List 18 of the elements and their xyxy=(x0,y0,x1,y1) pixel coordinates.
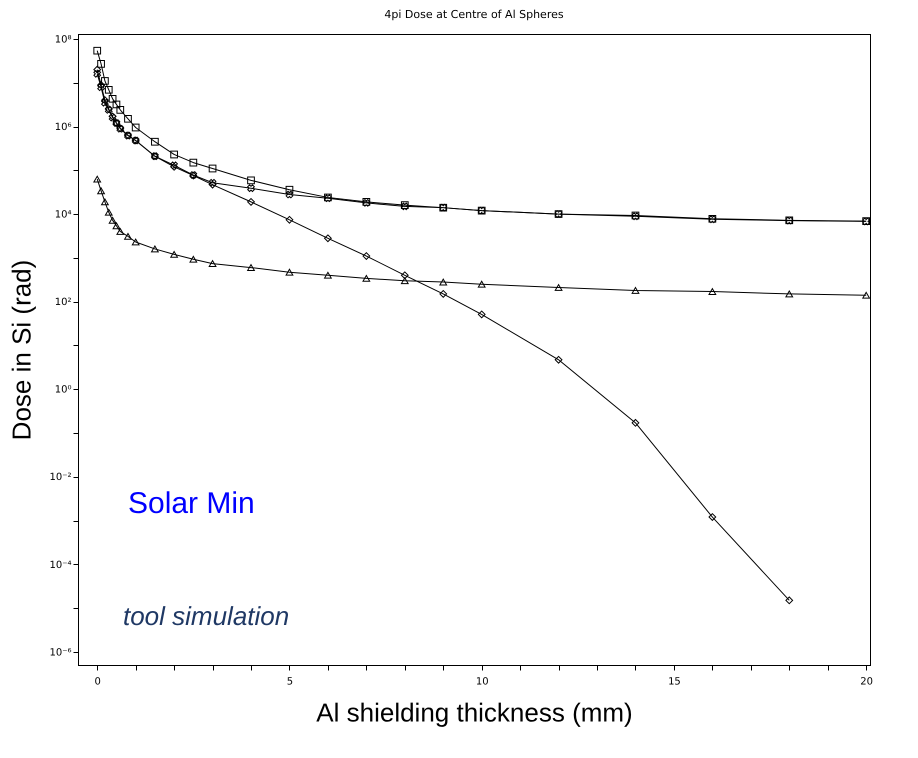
chart-title: 4pi Dose at Centre of Al Spheres xyxy=(384,8,564,21)
y-tick-label: 10⁸ xyxy=(54,34,72,46)
y-tick-label: 10⁻² xyxy=(49,472,72,484)
annotation: Solar Min xyxy=(128,487,255,520)
y-tick-label: 10⁰ xyxy=(54,384,72,396)
y-tick-label: 10⁻⁴ xyxy=(49,560,72,571)
x-axis-title: Al shielding thickness (mm) xyxy=(316,698,633,728)
y-tick-label: 10⁻⁶ xyxy=(49,647,72,658)
x-tick-label: 10 xyxy=(476,676,489,688)
y-tick-label: 10⁶ xyxy=(54,122,72,134)
y-axis-title: Dose in Si (rad) xyxy=(6,260,36,440)
x-tick-label: 5 xyxy=(286,676,294,688)
x-tick-label: 20 xyxy=(860,676,874,688)
x-tick-label: 15 xyxy=(668,676,681,688)
y-tick-label: 10⁴ xyxy=(54,210,72,221)
x-tick-label: 0 xyxy=(94,676,101,688)
annotation: tool simulation xyxy=(123,601,290,631)
y-tick-label: 10² xyxy=(54,297,72,308)
